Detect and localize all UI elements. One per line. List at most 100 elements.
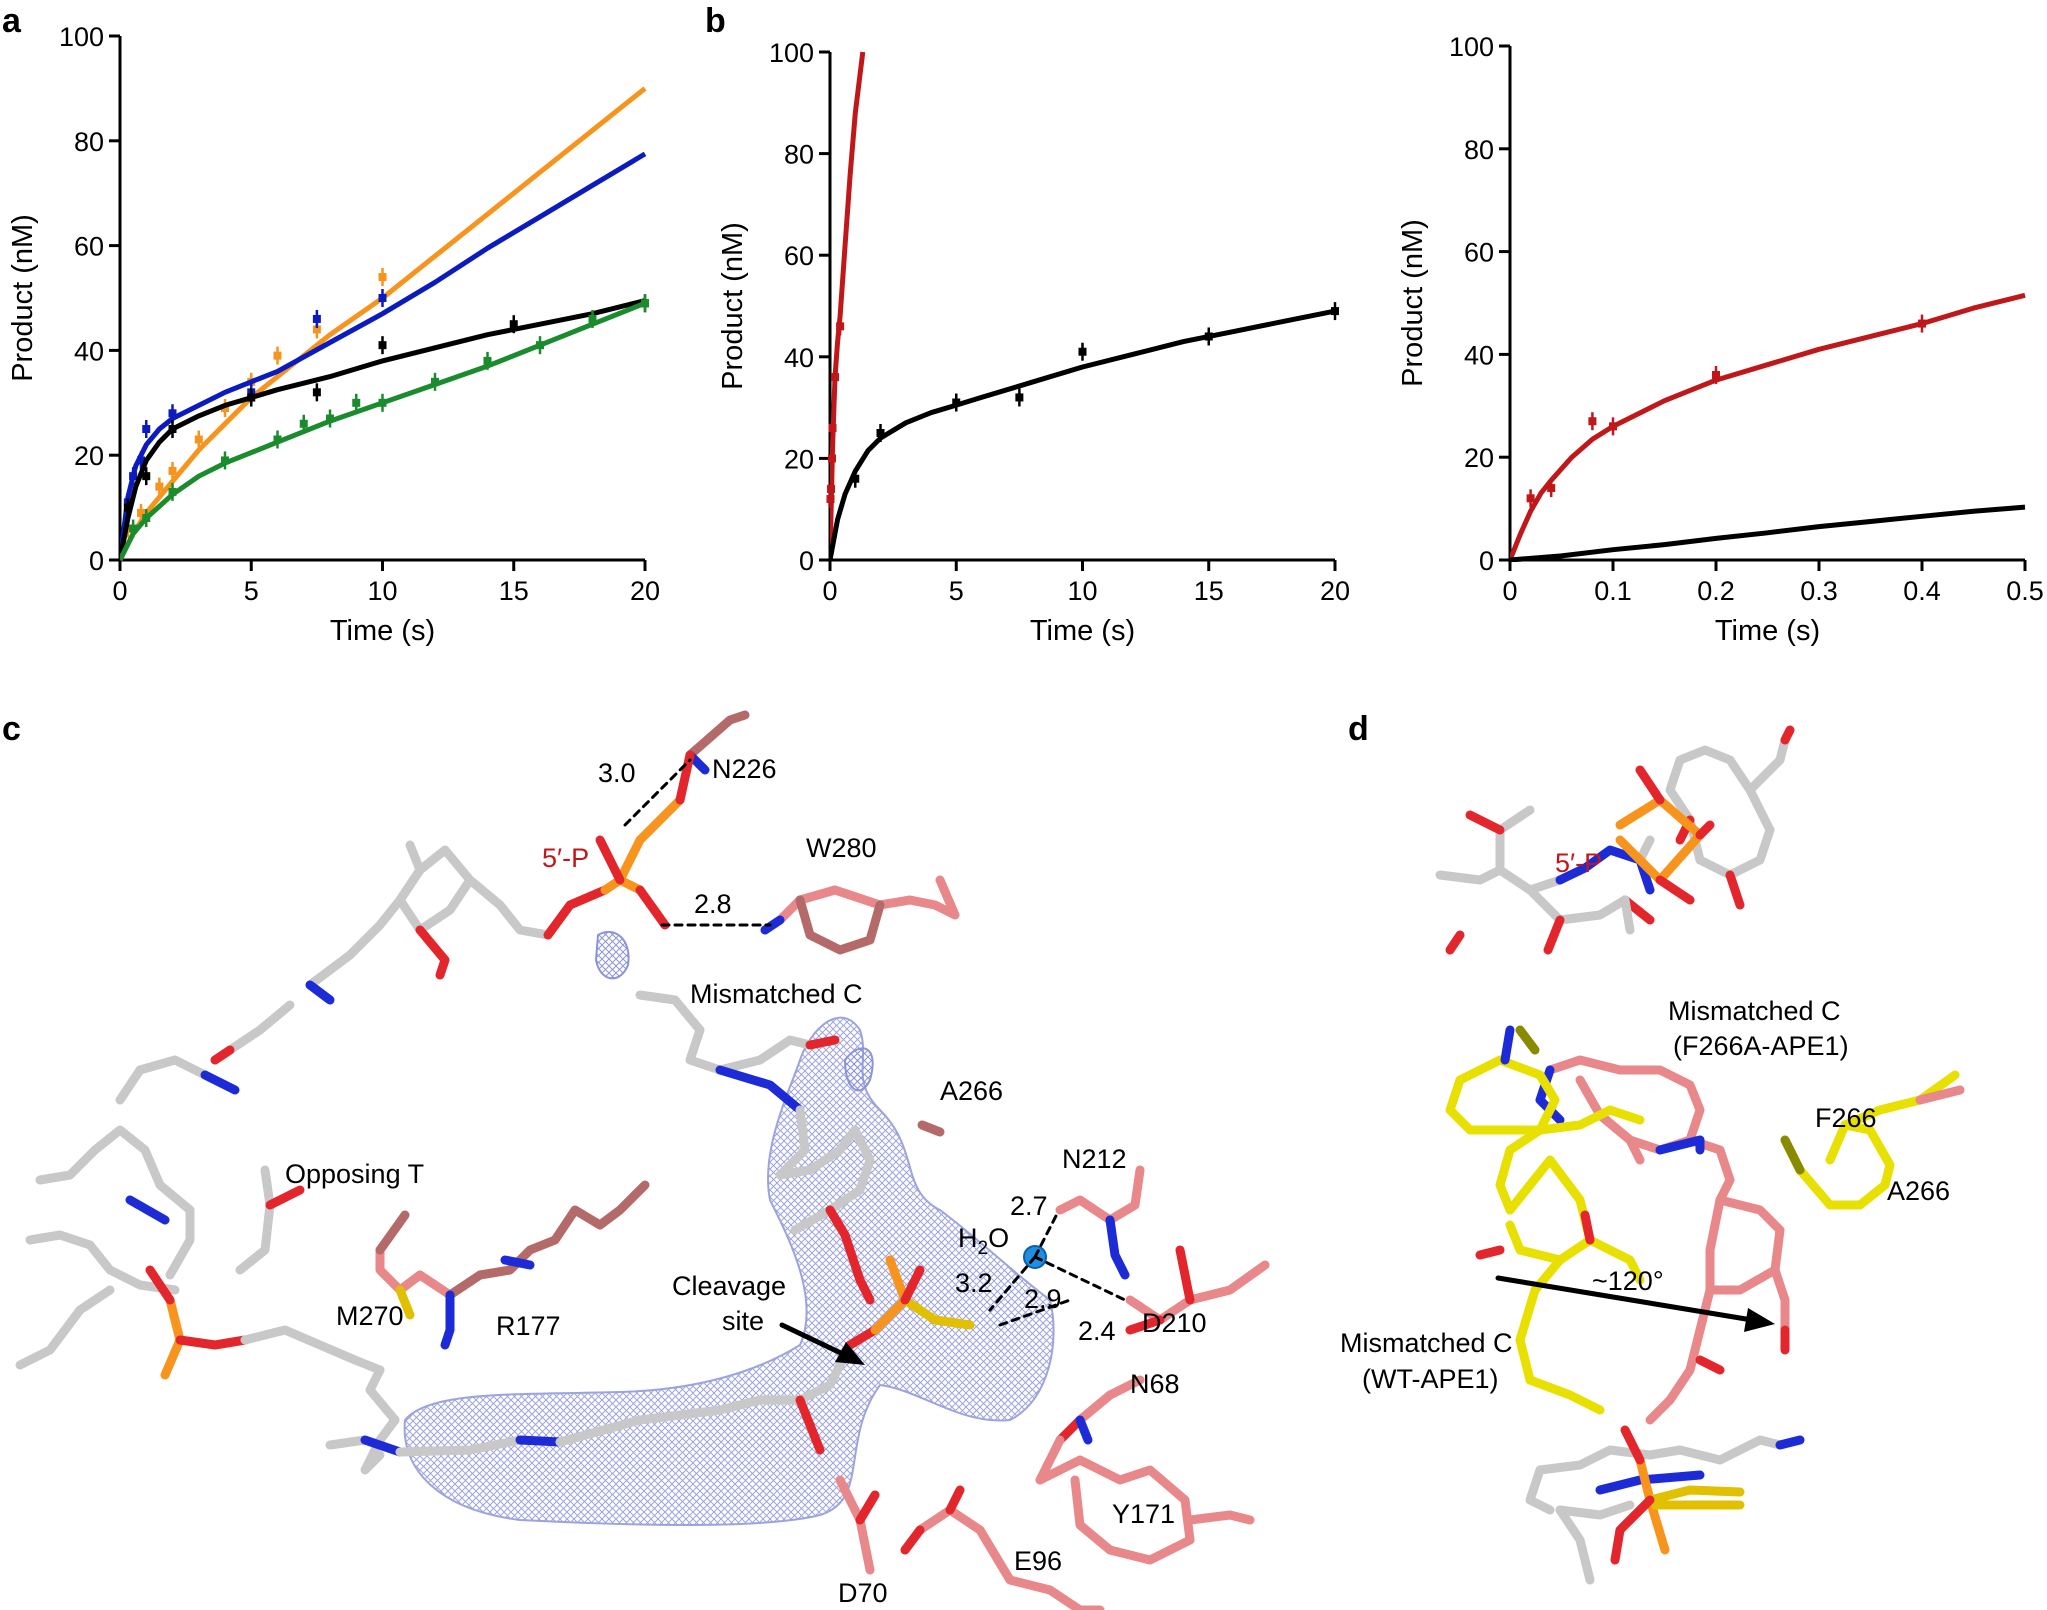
x-tick-label: 0.5: [2006, 576, 2044, 606]
y-tick-label: 60: [74, 232, 104, 262]
label-5p-c: 5′-P: [542, 843, 589, 873]
dna-sticks-gray-d: [1435, 725, 1805, 1585]
panel-letter-d: d: [1348, 710, 1369, 748]
series-3-data-point: [431, 377, 439, 386]
label-mismatched-c: Mismatched C: [690, 979, 863, 1009]
x-tick-label: 5: [949, 576, 964, 606]
y-tick-label: 20: [74, 441, 104, 471]
x-axis-label: Time (s): [1715, 615, 1820, 647]
x-tick-label: 0.2: [1697, 576, 1735, 606]
series-1-data-point: [1015, 393, 1024, 402]
x-tick-label: 0: [112, 576, 127, 606]
series-2-data-point: [509, 320, 518, 329]
series-2-data-point: [123, 503, 132, 512]
y-tick-label: 0: [89, 546, 104, 576]
label-mismatched-f266a-line1: Mismatched C: [1668, 996, 1841, 1026]
series-2-data-point: [378, 341, 387, 350]
series-2-data-point: [168, 425, 177, 433]
series-0-data-point: [273, 351, 282, 360]
y-tick-label: 0: [799, 546, 814, 576]
y-axis-label: Product (nM): [7, 214, 39, 382]
y-tick-label: 80: [74, 127, 104, 157]
y-tick-label: 40: [784, 343, 814, 373]
x-tick-label: 20: [1320, 576, 1350, 606]
series-0-data-point: [1547, 484, 1556, 493]
series-3-data-point: [536, 341, 544, 350]
y-tick-label: 60: [1464, 238, 1494, 268]
mismatched-c-wt-yellow: [1445, 1025, 1965, 1415]
series-1-data-point: [142, 425, 151, 433]
series-0-data-point: [312, 325, 321, 334]
label-angle: ~120°: [1592, 1266, 1664, 1296]
series-0-data-point: [137, 508, 145, 517]
series-0-data-point: [155, 482, 164, 491]
x-tick-label: 0.1: [1594, 576, 1632, 606]
chart-panel-b-left: 0 5 10 15 20 0 20 40 60 80 100 Time (s) Product (nM): [717, 38, 1350, 647]
x-tick-label: 20: [630, 576, 660, 606]
y-axis-label: Product (nM): [717, 222, 749, 390]
series-3-data-point: [352, 398, 361, 407]
series-3-data-point: [221, 456, 229, 465]
label-f266: F266: [1815, 1103, 1877, 1133]
series-2-data-point: [247, 393, 256, 402]
series-0-data-point: [168, 466, 177, 475]
y-tick-label: 40: [1464, 340, 1494, 370]
hydrogen-bond-dashes: [623, 758, 1127, 1327]
y-tick-label: 60: [784, 241, 814, 271]
label-a266-d: A266: [1887, 1176, 1950, 1206]
series-3-data-point: [273, 435, 282, 444]
label-dist-2-9: 2.9: [1024, 1284, 1062, 1314]
series-1-data-point: [1078, 347, 1087, 356]
series-1-data-point: [876, 429, 885, 437]
y-tick-label: 100: [59, 22, 104, 52]
series-0-data-point: [826, 495, 835, 504]
y-tick-label: 0: [1479, 546, 1494, 576]
series-0-data-point: [831, 373, 840, 382]
x-tick-label: 0: [822, 576, 837, 606]
cleavage-arrow: [779, 1322, 865, 1365]
y-axis-label: Product (nM): [1397, 219, 1429, 387]
series-0-data-point: [1526, 494, 1535, 503]
series-1-fit-line: [1510, 504, 2026, 562]
y-tick-label: 80: [784, 140, 814, 170]
series-1-data-point: [952, 398, 961, 407]
series-0-data-point: [828, 423, 837, 432]
series-3-data-point: [483, 356, 492, 365]
series-3-data-point: [641, 299, 649, 308]
x-axis-label: Time (s): [1030, 615, 1135, 647]
series-3-data-point: [129, 524, 138, 533]
label-d70: D70: [838, 1578, 888, 1608]
label-dist-3-0: 3.0: [598, 758, 636, 788]
label-cleavage: Cleavage: [672, 1271, 786, 1301]
series-0-data-point: [1918, 319, 1926, 328]
panel-d-structure: 5′-P Mismatched C (F266A-APE1) F266 A266…: [1340, 725, 1965, 1585]
series-1-data-point: [129, 472, 138, 481]
label-mismatched-wt-line1: Mismatched C: [1340, 1328, 1513, 1358]
x-tick-label: 15: [1194, 576, 1224, 606]
series-0-fit-line: [830, 51, 866, 561]
x-tick-label: 10: [367, 576, 397, 606]
label-e96: E96: [1014, 1546, 1062, 1576]
y-tick-label: 20: [784, 444, 814, 474]
x-tick-label: 0.3: [1800, 576, 1838, 606]
y-tick-label: 80: [1464, 135, 1494, 165]
label-site: site: [722, 1306, 764, 1336]
series-0-data-point: [1712, 370, 1720, 379]
y-tick-label: 100: [1449, 32, 1494, 62]
series-1-fit-line: [120, 151, 647, 561]
series-1-data-point: [312, 314, 321, 323]
series-0-data-point: [194, 435, 203, 444]
chart-panel-b-right: 0 0.1 0.2 0.3 0.4 0.5 0 20 40 60 80 100 Time (s) Prod…: [1397, 32, 2044, 647]
series-3-data-point: [168, 487, 177, 496]
series-1-data-point: [378, 294, 387, 302]
protein-residues-salmon: [375, 710, 1270, 1610]
label-w280: W280: [806, 833, 877, 863]
mismatched-c-f266a: [1535, 1055, 1790, 1425]
series-0-data-point: [827, 484, 836, 493]
series-0-data-point: [836, 322, 845, 331]
panel-letter-c: c: [2, 710, 21, 748]
panel-letter-b: b: [705, 2, 726, 40]
series-3-data-point: [378, 398, 387, 407]
series-2-data-point: [312, 388, 321, 397]
